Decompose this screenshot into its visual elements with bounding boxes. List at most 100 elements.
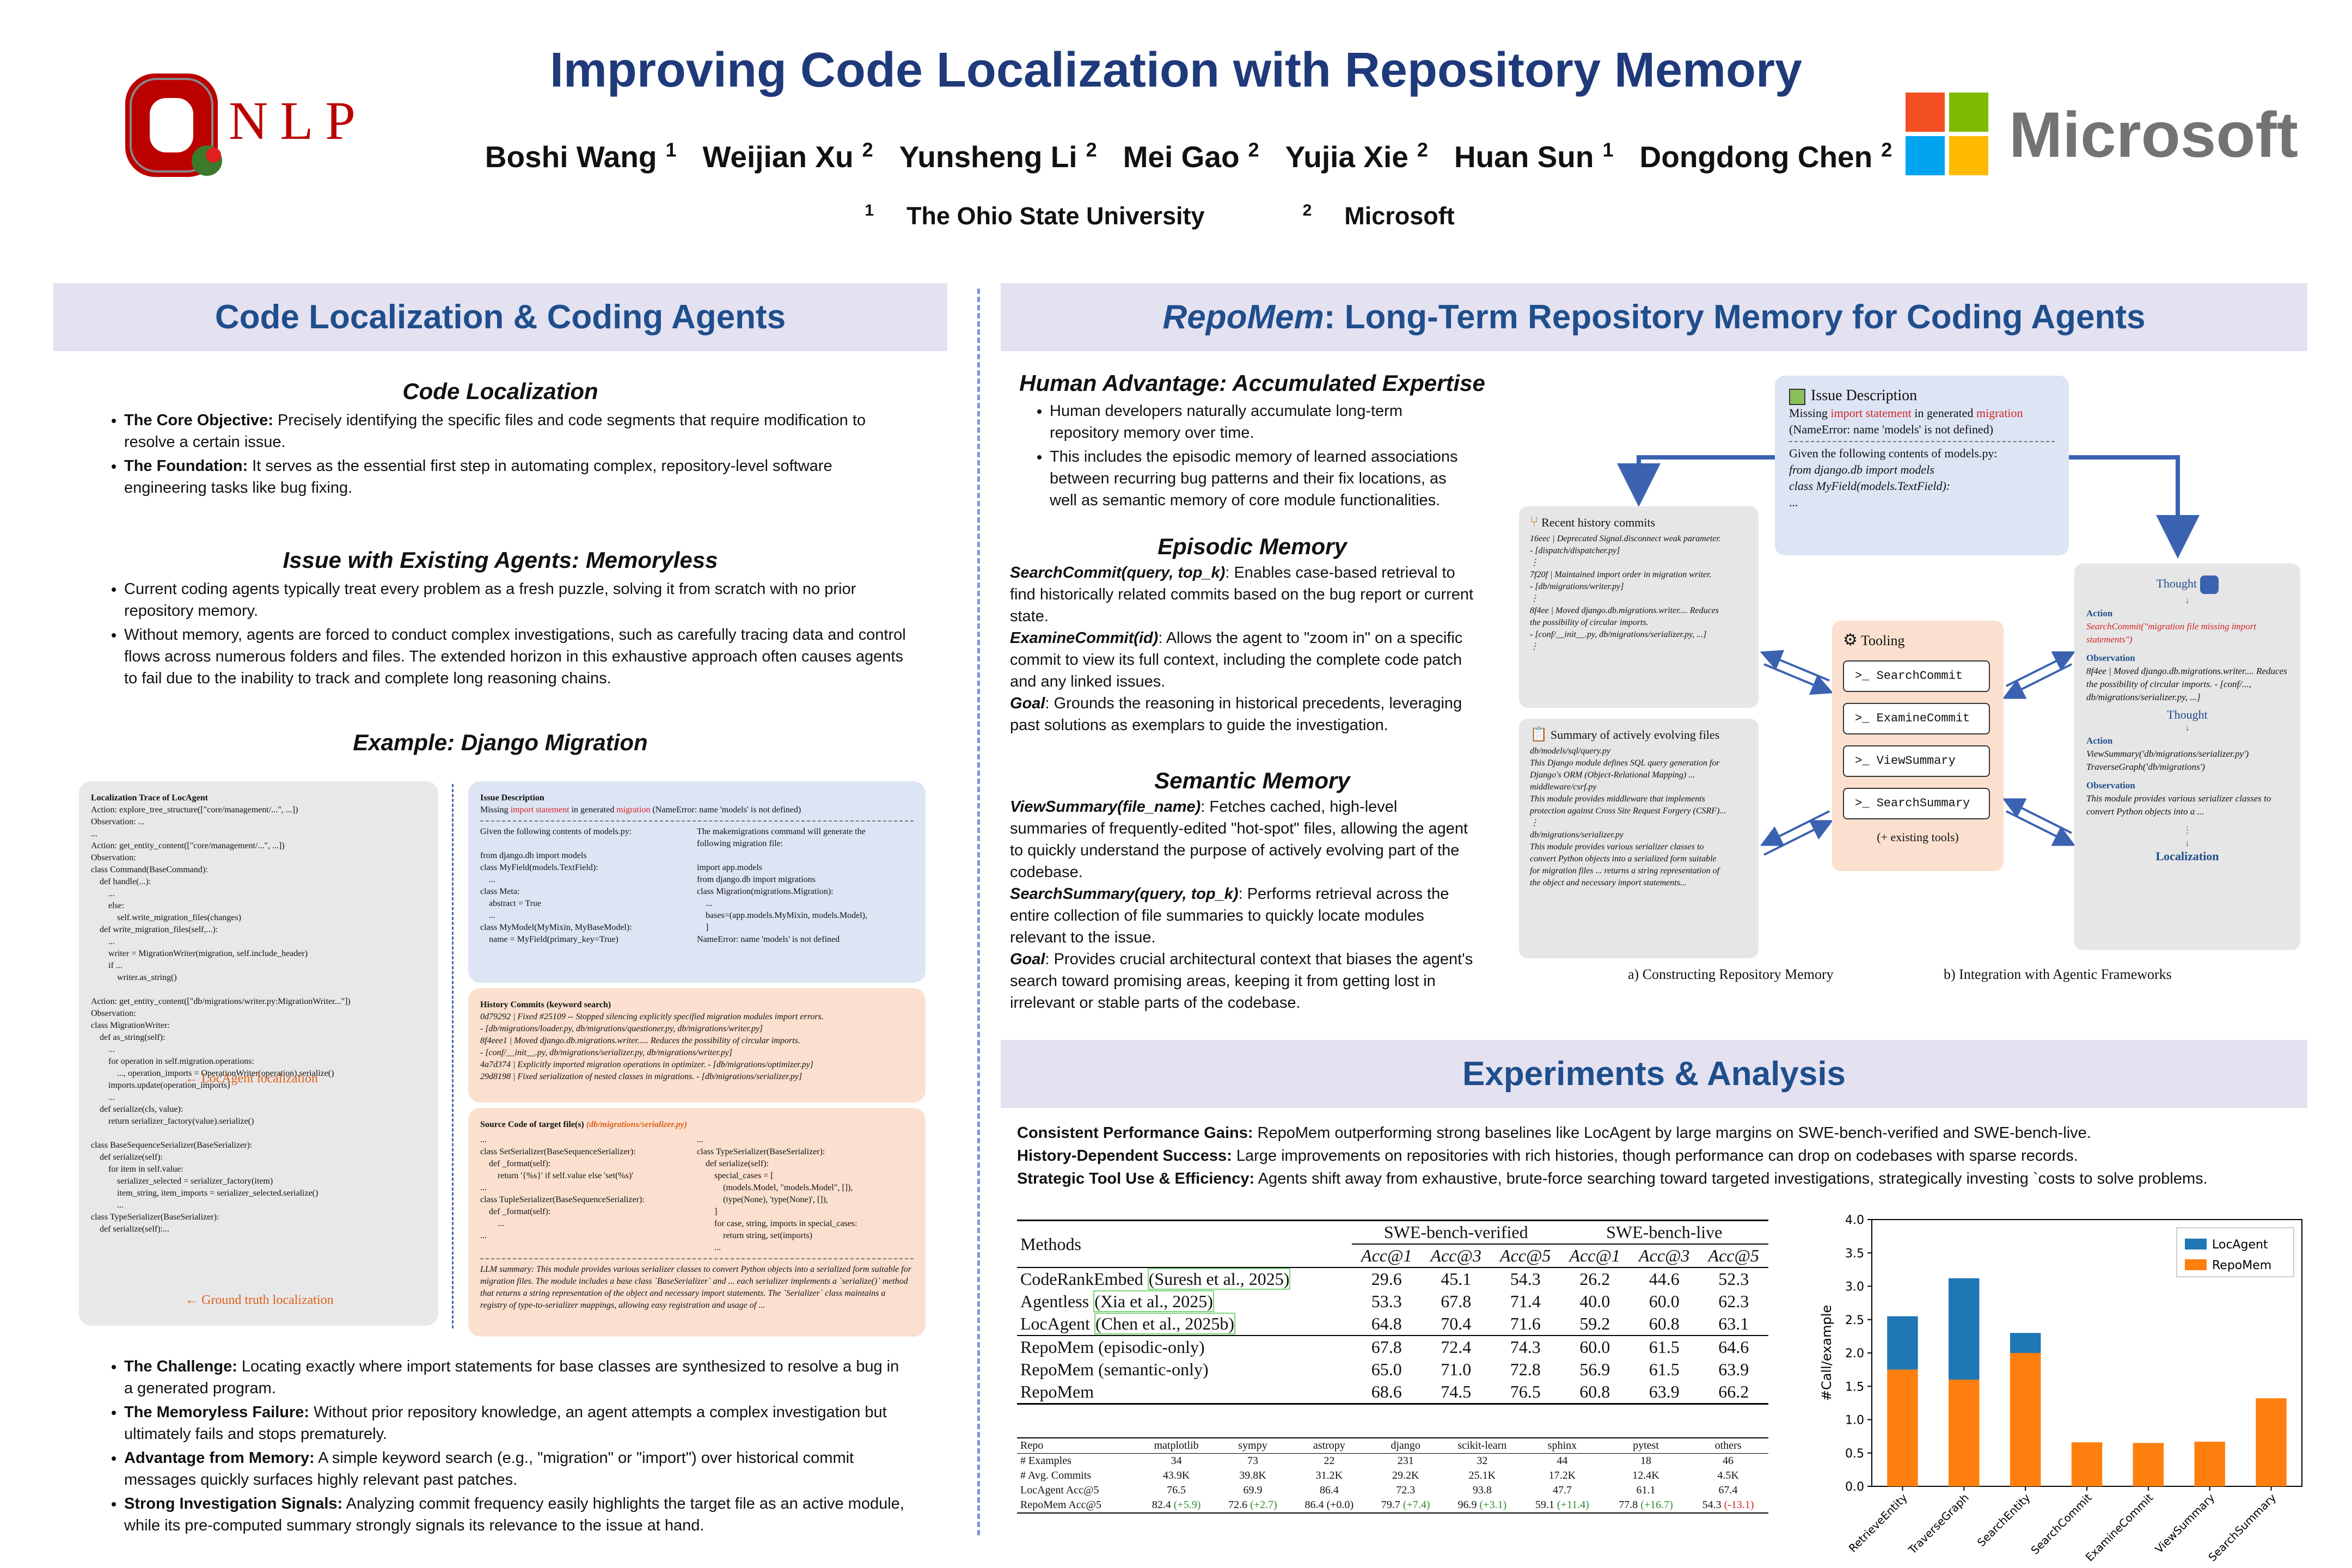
tool-button[interactable]: >_ ViewSummary: [1843, 745, 1990, 777]
finding: Consistent Performance Gains: RepoMem ou…: [1017, 1122, 2280, 1144]
legend-swatch: [2185, 1239, 2207, 1250]
metric-header: Acc@1: [1569, 1246, 1620, 1265]
table-row: RepoMem (episodic-only) 67.8 72.4 74.3 60.0 6…: [1017, 1336, 1768, 1358]
y-axis-label: #Call/example: [1819, 1305, 1834, 1401]
bar-repomem: [2194, 1441, 2225, 1486]
agent-action-2: ViewSummary('db/migrations/serializer.py…: [2086, 749, 2249, 772]
citation-link[interactable]: (Xia et al., 2025): [1093, 1290, 1214, 1312]
list-item: Current coding agents typically treat ev…: [124, 578, 909, 622]
code-line: class TupleSerializer(BaseSequenceSerial…: [480, 1195, 645, 1204]
code-line: ...: [480, 911, 495, 920]
trace-line: for operation in self.migration.operatio…: [91, 1057, 254, 1066]
results-table-wrap: Methods SWE-bench-verified SWE-bench-live A…: [1017, 1220, 1768, 1405]
diagram-agent-panel: Thought ↓ Action SearchCommit("migration…: [2074, 564, 2300, 950]
trace-line: class Command(BaseCommand):: [91, 865, 208, 874]
summary-line: db/models/sql/query.py: [1530, 746, 1610, 756]
diagram-issue-line5: class MyField(models.TextField):: [1789, 479, 1951, 493]
commit-line: - [db/migrations/writer.py]: [1530, 582, 1624, 591]
table-cell: 69.9: [1243, 1484, 1263, 1496]
author: Yunsheng Li 2: [891, 139, 1097, 174]
terminal-icon: >_: [1855, 754, 1877, 768]
episodic-memory-text: SearchCommit(query, top_k): Enables case…: [1010, 562, 1478, 736]
bar-locagent: [1949, 1278, 1980, 1380]
affiliation-name: The Ohio State University: [906, 202, 1205, 230]
trace-line: ...: [91, 829, 97, 838]
table-cell: 29.6: [1371, 1269, 1402, 1289]
citation-link[interactable]: (Chen et al., 2025b): [1094, 1313, 1235, 1334]
table-cell: 72.6 (+2.7): [1215, 1498, 1291, 1513]
diagram-summary-panel: 📋 Summary of actively evolving files db/…: [1519, 719, 1759, 958]
memory-item-key: Goal: [1010, 951, 1045, 968]
list-item-text: It serves as the essential first step in…: [124, 457, 832, 497]
results-table: Methods SWE-bench-verified SWE-bench-live A…: [1017, 1220, 1768, 1405]
author-affil: 1: [1602, 139, 1614, 161]
memory-item-key: SearchSummary(query, top_k): [1010, 885, 1239, 903]
cell-value: 72.6: [1228, 1499, 1251, 1511]
author-name: Dongdong Chen: [1639, 140, 1873, 174]
tool-button[interactable]: >_ SearchCommit: [1843, 660, 1990, 692]
locagent-label-text: LocAgent localization: [201, 1071, 318, 1086]
code-line: ]: [697, 923, 709, 932]
author-affil: 2: [1417, 139, 1428, 161]
code-line: class Migration(migrations.Migration):: [697, 887, 834, 896]
citation-link[interactable]: (Suresh et al., 2025): [1147, 1268, 1291, 1290]
table-cell: 47.7: [1552, 1484, 1572, 1496]
trace-line: def serialize(self):...: [91, 1224, 169, 1234]
issue-panel-title: Issue Description: [480, 793, 544, 803]
nlp-logo-text: NLP: [229, 90, 367, 151]
tool-button-list: >_ SearchCommit >_ ExamineCommit >_ ViewSu…: [1843, 660, 1993, 819]
trace-line: def as_string(self):: [91, 1033, 166, 1042]
table-cell: 82.4 (+5.9): [1138, 1498, 1214, 1513]
bar-repomem: [1949, 1380, 1980, 1486]
table-cell: 96.9 (+3.1): [1444, 1498, 1521, 1513]
summary-line: This Django module defines SQL query gen…: [1530, 758, 1720, 768]
finding: History-Dependent Success: Large improve…: [1017, 1144, 2280, 1167]
code-line: ]: [697, 1207, 718, 1216]
terminal-icon: >_: [1855, 797, 1877, 810]
summary-line: convert Python objects into a serialized…: [1530, 854, 1717, 863]
chart-legend: LocAgent RepoMem: [2176, 1227, 2294, 1277]
agent-observation-1: 8f4ee | Moved django.db.migrations.write…: [2086, 666, 2287, 702]
code-line: def serialize(self):: [697, 1159, 769, 1168]
table-cell: 68.6: [1371, 1382, 1402, 1401]
agent-thought-1: Thought: [2086, 575, 2288, 594]
legend-label: LocAgent: [2212, 1238, 2268, 1252]
memory-item: ViewSummary(file_name): Fetches cached, …: [1010, 796, 1478, 883]
example-takeaways-list: The Challenge: Locating exactly where im…: [103, 1356, 909, 1539]
table-cell: 46: [1723, 1455, 1734, 1467]
agent-action-1: SearchCommit("migration file missing imp…: [2086, 621, 2257, 645]
cell-value: 79.7: [1381, 1499, 1403, 1511]
x-tick-label: ViewSummary: [2152, 1491, 2217, 1555]
metric-header: Acc@3: [1430, 1246, 1481, 1265]
trace-line: Action: get_entity_content(["core/manage…: [91, 841, 285, 850]
code-line: (type(None), 'type(None)', []),: [697, 1195, 828, 1204]
table-cell: 86.4: [1319, 1484, 1339, 1496]
repo-header: sympy: [1238, 1440, 1267, 1451]
memory-item-text: : Performs retrieval across the entire c…: [1010, 885, 1449, 946]
heading-episodic-memory: Episodic Memory: [1157, 534, 1347, 559]
commit-line: - [conf/__init__.py, db/migrations/seria…: [1530, 630, 1707, 639]
group-header: SWE-bench-verified: [1351, 1220, 1560, 1245]
trace-line: class MigrationWriter:: [91, 1021, 170, 1030]
table-cell: 29.2K: [1392, 1469, 1419, 1481]
author-affil: 2: [862, 139, 873, 161]
summary-line: This module provides various serializer …: [1530, 842, 1704, 852]
table-row: # Examples 34 73 22 231 32 44 18 46: [1017, 1454, 1768, 1469]
repo-header: scikit-learn: [1457, 1440, 1507, 1451]
list-item-text: Without prior repository knowledge, an a…: [124, 1404, 887, 1443]
code-line: return '{%s}' if self.value else 'set(%s…: [480, 1171, 634, 1180]
code-line: class MyField(models.TextField):: [480, 863, 598, 872]
section-banner-repomem: RepoMem: Long-Term Repository Memory for…: [1001, 283, 2307, 351]
code-line: abstract = True: [480, 899, 542, 908]
author-name: Yunsheng Li: [899, 140, 1077, 174]
list-item-key: The Foundation:: [124, 457, 248, 475]
tool-button[interactable]: >_ SearchSummary: [1843, 788, 1990, 819]
list-item-key: Strong Investigation Signals:: [124, 1495, 343, 1512]
code-line: class SetSerializer(BaseSequenceSerializ…: [480, 1147, 636, 1156]
ground-truth-label-text: Ground truth localization: [201, 1293, 334, 1307]
tool-button[interactable]: >_ ExamineCommit: [1843, 703, 1990, 734]
repo-table-wrap: Repo matplotlib sympy astropy django scikit-l…: [1017, 1437, 1768, 1514]
diagram-issue-line2: (NameError: name 'models' is not defined…: [1789, 422, 1994, 436]
list-item: Without memory, agents are forced to con…: [124, 624, 909, 689]
memory-item-key: ExamineCommit(id): [1010, 629, 1159, 647]
